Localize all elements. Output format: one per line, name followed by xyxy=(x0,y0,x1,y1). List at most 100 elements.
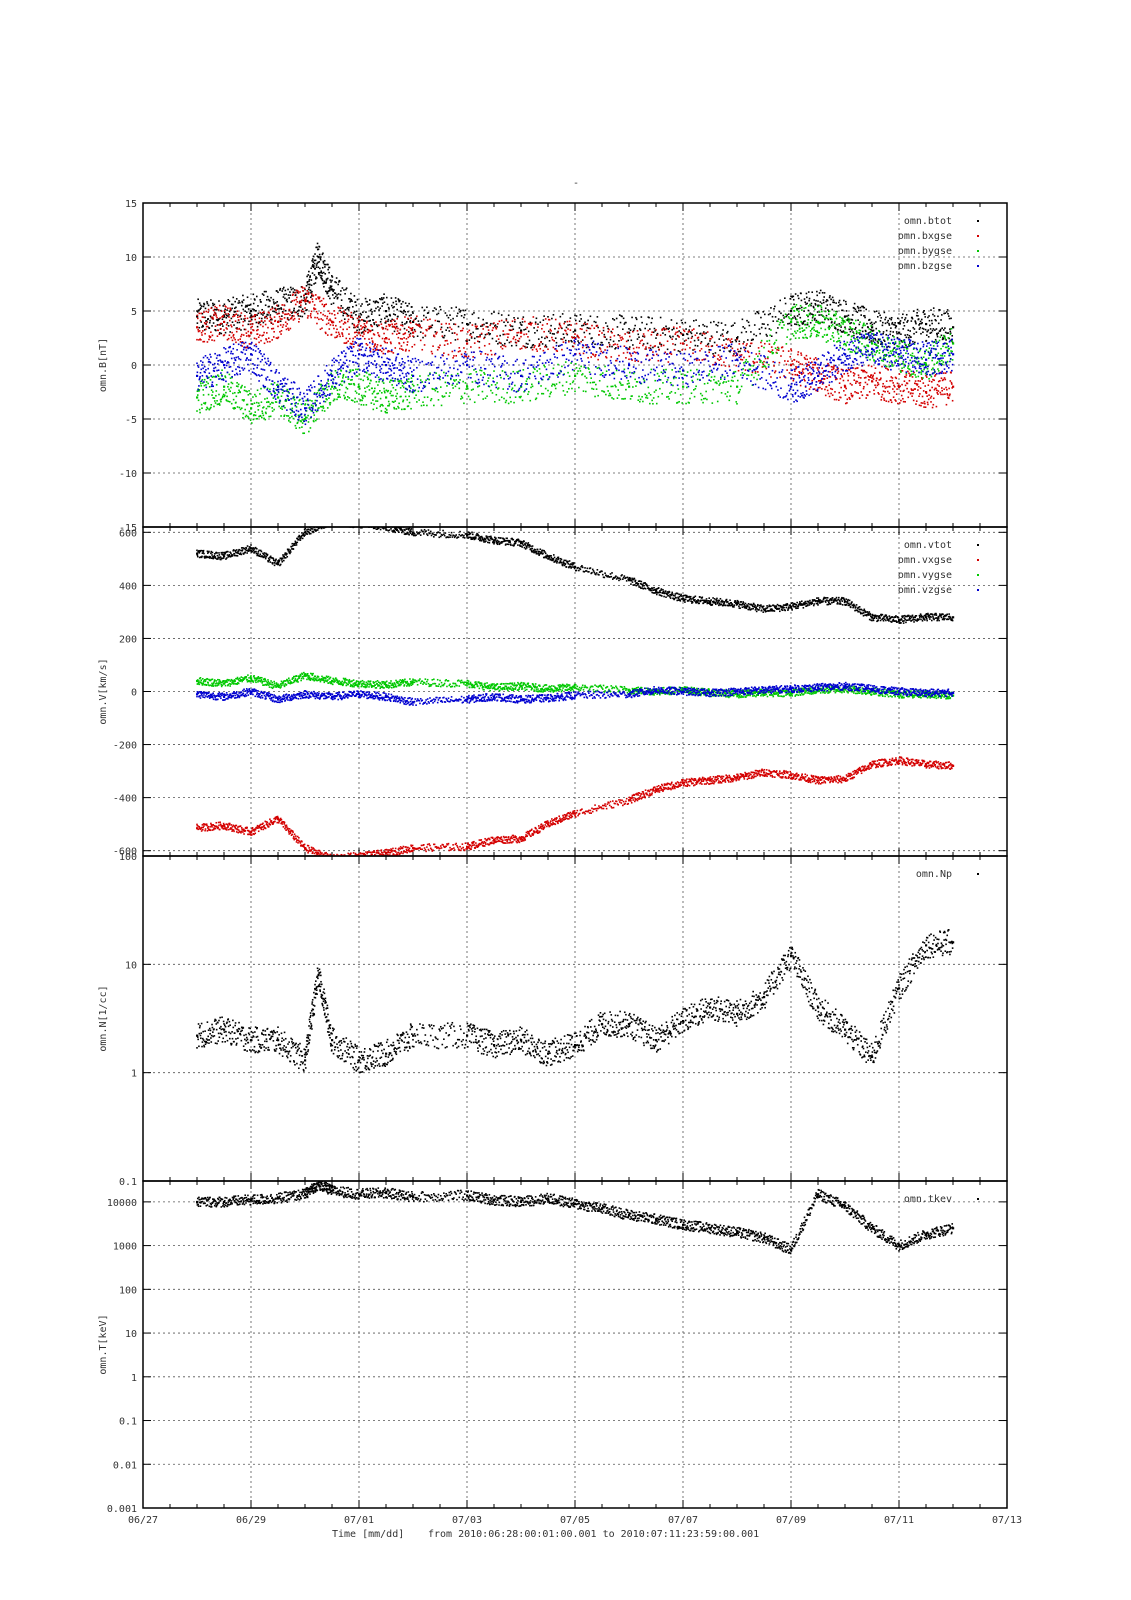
data-point xyxy=(331,1189,334,1192)
data-point xyxy=(277,304,280,307)
legend-entry-label: omn.vtot xyxy=(904,540,952,551)
data-point xyxy=(709,779,712,782)
data-point xyxy=(574,686,577,689)
y-tick-label: -400 xyxy=(113,794,137,805)
data-point xyxy=(385,683,388,687)
data-point xyxy=(925,616,928,619)
data-point xyxy=(952,1227,955,1230)
data-point xyxy=(196,315,199,318)
data-point xyxy=(763,1236,766,1240)
legend-swatch xyxy=(977,559,979,561)
data-point xyxy=(547,1197,550,1200)
y-tick-label: 200 xyxy=(119,634,137,645)
data-point xyxy=(412,681,415,684)
data-point xyxy=(844,331,847,334)
y-tick-label: 1 xyxy=(131,1373,137,1384)
legend-swatch xyxy=(977,250,979,252)
data-point xyxy=(358,385,361,388)
y-axis-label: omn.V[km/s] xyxy=(98,658,109,724)
data-point xyxy=(196,693,199,696)
data-point xyxy=(682,369,685,372)
data-point xyxy=(196,827,199,830)
data-point xyxy=(304,693,307,696)
y-tick-label: 0.01 xyxy=(113,1460,137,1471)
data-point xyxy=(817,779,820,782)
y-tick-label: 1 xyxy=(131,1069,137,1080)
data-point xyxy=(493,1044,496,1047)
y-tick-label: 10000 xyxy=(107,1198,137,1209)
data-point xyxy=(196,1200,199,1204)
data-point xyxy=(844,353,847,356)
x-tick-label: 07/09 xyxy=(776,1515,806,1526)
data-point xyxy=(466,364,469,367)
x-tick-label: 07/11 xyxy=(884,1515,914,1526)
data-point xyxy=(871,1227,874,1230)
data-point xyxy=(466,845,469,848)
data-point xyxy=(898,618,901,622)
y-tick-label: 0.1 xyxy=(119,1417,137,1428)
data-point xyxy=(466,322,469,326)
y-tick-label: 0 xyxy=(131,688,137,699)
data-point xyxy=(304,1059,307,1062)
data-point xyxy=(520,329,523,332)
data-point xyxy=(574,353,577,356)
y-tick-label: -15 xyxy=(119,523,137,534)
data-point xyxy=(304,407,307,410)
legend-entry-label: omn.bzgse xyxy=(898,261,952,272)
data-point xyxy=(331,374,334,377)
x-tick-label: 06/29 xyxy=(236,1515,266,1526)
panel-3: 100 10 1 0.1 omn.N[1/cc] omn.Np xyxy=(98,852,1008,1188)
legend-swatch xyxy=(977,544,979,546)
data-point xyxy=(736,353,739,356)
data-point xyxy=(925,358,928,361)
data-point xyxy=(385,396,388,399)
legend-swatch xyxy=(977,235,979,237)
data-point xyxy=(466,682,469,685)
data-point xyxy=(871,1055,874,1059)
data-point xyxy=(925,364,928,367)
data-point xyxy=(520,541,523,545)
data-point xyxy=(952,342,955,345)
data-point xyxy=(871,687,874,691)
data-point xyxy=(385,527,388,529)
y-tick-label: 10 xyxy=(125,1329,137,1340)
time-range-label: from 2010:06:28:00:01:00.001 to 2010:07:… xyxy=(428,1529,759,1540)
x-tick-label: 07/07 xyxy=(668,1515,698,1526)
data-point xyxy=(844,385,847,388)
data-point xyxy=(925,391,928,394)
data-point xyxy=(763,771,766,774)
data-point xyxy=(250,547,253,550)
data-point xyxy=(871,342,874,345)
data-point xyxy=(817,686,820,689)
panel-frame xyxy=(142,1180,1008,1509)
data-point xyxy=(331,1039,334,1042)
data-point xyxy=(682,385,685,388)
data-point xyxy=(790,385,793,388)
data-point xyxy=(304,418,307,421)
data-point xyxy=(925,322,928,326)
y-tick-label: 10 xyxy=(125,253,137,264)
data-point xyxy=(520,385,523,388)
data-point xyxy=(547,1052,550,1055)
data-point xyxy=(628,331,631,334)
data-point xyxy=(898,987,901,990)
legend-swatch xyxy=(977,873,979,875)
x-tick-label: 07/01 xyxy=(344,1515,374,1526)
data-point xyxy=(277,563,280,566)
data-point xyxy=(358,1059,361,1062)
series-omn-bxgse xyxy=(196,286,955,409)
data-point xyxy=(412,847,415,850)
data-point xyxy=(196,326,199,329)
data-point xyxy=(196,374,199,377)
y-tick-label: 5 xyxy=(131,307,137,318)
data-point xyxy=(817,600,820,603)
data-point xyxy=(412,320,415,323)
data-point xyxy=(250,310,253,313)
data-point xyxy=(871,347,874,350)
data-point xyxy=(898,353,901,356)
data-point xyxy=(520,1200,523,1204)
legend-entry-label: omn.vzgse xyxy=(898,585,952,596)
data-point xyxy=(385,310,388,313)
data-point xyxy=(412,331,415,334)
data-point xyxy=(952,616,955,619)
